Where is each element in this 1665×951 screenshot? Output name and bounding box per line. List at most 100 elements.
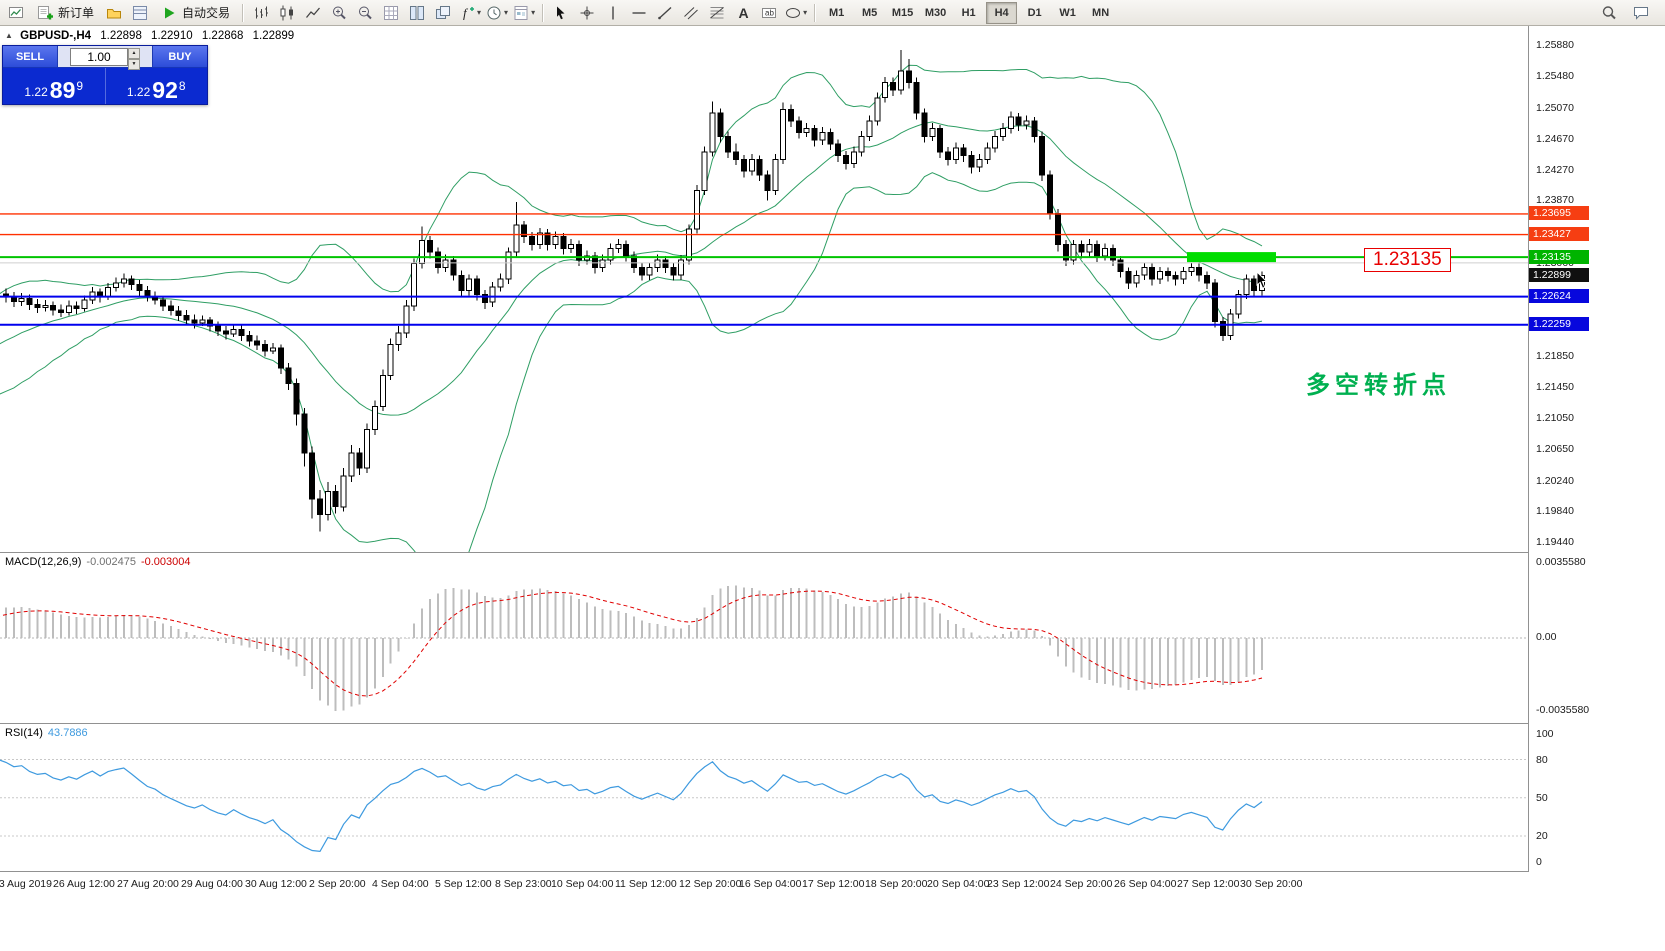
bid-price[interactable]: 1.22 89 9 bbox=[3, 68, 105, 104]
grid-icon bbox=[384, 5, 399, 20]
rsi-pane[interactable] bbox=[0, 759, 1528, 853]
price-axis[interactable]: 1.25880 1.25480 1.25070 1.24670 1.24270 1.238… bbox=[1529, 0, 1665, 951]
main-price-pane[interactable] bbox=[0, 49, 1528, 576]
window-list-button[interactable] bbox=[128, 2, 152, 24]
turning-point-note[interactable]: 多空转折点 bbox=[1306, 372, 1451, 399]
chart-window-button[interactable] bbox=[4, 2, 28, 24]
bar-high-value: 1.22910 bbox=[151, 30, 193, 42]
candle bbox=[356, 452, 363, 469]
candle bbox=[1015, 116, 1022, 126]
pane-separator[interactable] bbox=[0, 871, 1665, 872]
sell-button[interactable]: SELL bbox=[3, 46, 58, 67]
time-tick: 17 Sep 12:00 bbox=[802, 878, 865, 890]
candle bbox=[709, 112, 716, 153]
volume-input[interactable]: 1.00 bbox=[70, 47, 128, 66]
new-order-button-label: 新订单 bbox=[58, 6, 95, 20]
volume-up-button[interactable]: ▲ bbox=[128, 47, 140, 59]
svg-text:ab: ab bbox=[765, 8, 774, 17]
timeframe-h1[interactable]: H1 bbox=[961, 6, 976, 19]
macd-histogram bbox=[5, 585, 1263, 711]
candle bbox=[1047, 174, 1054, 214]
candle bbox=[1219, 321, 1226, 337]
timeframe-d1[interactable]: D1 bbox=[1027, 6, 1042, 19]
timeframe-w1[interactable]: W1 bbox=[1059, 6, 1076, 19]
pane-separator[interactable] bbox=[0, 552, 1665, 553]
indicators-button[interactable]: f ▾ bbox=[457, 2, 482, 24]
zoom-out-icon bbox=[359, 6, 372, 19]
trendline-button[interactable] bbox=[653, 2, 677, 24]
pane-separator[interactable] bbox=[0, 723, 1665, 724]
zoom-in-button[interactable] bbox=[327, 2, 351, 24]
search-button[interactable] bbox=[1597, 2, 1621, 24]
timeframe-mn[interactable]: MN bbox=[1092, 6, 1110, 19]
bid-sup: 9 bbox=[76, 79, 84, 93]
timeframe-m30[interactable]: M30 bbox=[924, 6, 947, 19]
macd-pane[interactable] bbox=[0, 585, 1528, 711]
buy-button[interactable]: BUY bbox=[152, 46, 207, 67]
crosshair-button[interactable] bbox=[575, 2, 599, 24]
cursor-button[interactable] bbox=[549, 2, 573, 24]
macd-axis-max: 0.0035580 bbox=[1536, 556, 1586, 568]
candle bbox=[882, 81, 889, 99]
periods-button[interactable]: ▾ bbox=[484, 2, 509, 24]
price-tick: 1.20240 bbox=[1536, 475, 1574, 487]
zoom-in-icon bbox=[333, 6, 346, 19]
bar-open-value: 1.22898 bbox=[100, 30, 142, 42]
chevron-down-icon: ▾ bbox=[531, 8, 536, 17]
candle bbox=[489, 286, 496, 303]
bollinger-middle-band[interactable] bbox=[0, 121, 1263, 416]
text-button[interactable]: A bbox=[731, 2, 755, 24]
green-turning-zone[interactable] bbox=[1187, 252, 1276, 263]
candle bbox=[631, 255, 637, 269]
volume-down-button[interactable]: ▼ bbox=[128, 58, 140, 70]
fibonacci-button[interactable] bbox=[705, 2, 729, 24]
auto-trading-button[interactable]: 自动交易 bbox=[154, 2, 236, 24]
channel-button[interactable] bbox=[679, 2, 703, 24]
candle bbox=[827, 132, 834, 145]
candle bbox=[552, 236, 559, 245]
zoom-out-button[interactable] bbox=[353, 2, 377, 24]
price-tick: 1.21450 bbox=[1536, 381, 1574, 393]
candle bbox=[332, 490, 339, 508]
timeframe-m15[interactable]: M15 bbox=[891, 6, 914, 19]
candle bbox=[26, 297, 33, 306]
bollinger-lower-band[interactable] bbox=[0, 172, 1263, 576]
vertical-line-button[interactable] bbox=[601, 2, 625, 24]
candle bbox=[50, 304, 57, 311]
ask-price[interactable]: 1.22 92 8 bbox=[106, 68, 208, 104]
line-chart-button[interactable] bbox=[301, 2, 325, 24]
label-button[interactable]: ab bbox=[757, 2, 781, 24]
candle bbox=[285, 367, 292, 384]
candle bbox=[945, 151, 951, 161]
chat-button[interactable] bbox=[1629, 2, 1653, 24]
shapes-icon bbox=[786, 7, 801, 18]
new-order-button[interactable]: 新订单 bbox=[30, 2, 100, 24]
bollinger-upper-band[interactable] bbox=[0, 64, 1263, 295]
bar-chart-button[interactable] bbox=[249, 2, 273, 24]
candlestick-chart-button[interactable] bbox=[275, 2, 299, 24]
price-callout-label[interactable]: 1.23135 bbox=[1364, 248, 1451, 272]
templates-button[interactable]: ▾ bbox=[511, 2, 536, 24]
horizontal-line-button[interactable] bbox=[627, 2, 651, 24]
trade-panel-collapse-icon[interactable]: ▲ bbox=[5, 31, 13, 40]
timeframe-m5[interactable]: M5 bbox=[861, 6, 878, 19]
candle bbox=[960, 147, 967, 157]
grid-button[interactable] bbox=[379, 2, 403, 24]
timeframe-m1[interactable]: M1 bbox=[828, 6, 845, 19]
profiles-button[interactable] bbox=[102, 2, 126, 24]
text-icon: A bbox=[739, 5, 749, 21]
tile-windows-button[interactable] bbox=[405, 2, 429, 24]
price-tick: 1.25480 bbox=[1536, 70, 1574, 82]
cascade-windows-button[interactable] bbox=[431, 2, 455, 24]
candle bbox=[952, 147, 959, 160]
candle bbox=[1007, 116, 1014, 130]
candlestick-series[interactable] bbox=[3, 49, 1265, 532]
candle bbox=[1243, 278, 1250, 296]
candle bbox=[576, 243, 583, 261]
candle bbox=[1141, 267, 1148, 276]
timeframe-h4[interactable]: H4 bbox=[986, 1, 1018, 24]
shapes-button[interactable]: ▾ bbox=[783, 2, 808, 24]
